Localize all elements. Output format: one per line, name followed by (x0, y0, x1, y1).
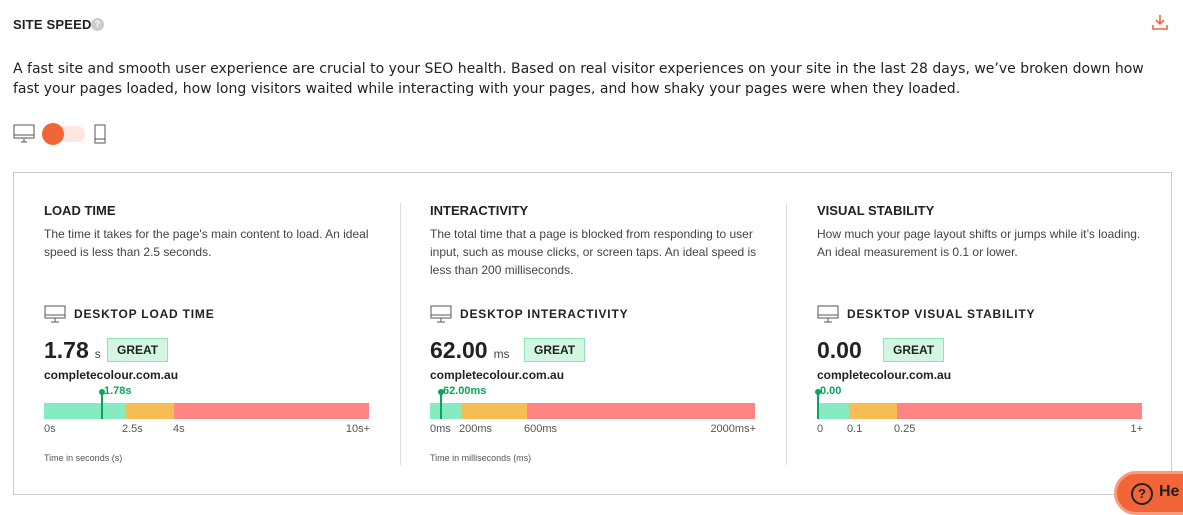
metric-description: The time it takes for the page's main co… (44, 227, 369, 259)
device-toggle (13, 123, 107, 145)
status-badge: GREAT (883, 338, 945, 362)
visual-stability-card: VISUAL STABILITY How much your page layo… (815, 173, 1143, 494)
desktop-icon (430, 305, 452, 323)
metric-value: 0.00 (817, 337, 862, 363)
site-name: completecolour.com.au (817, 368, 952, 382)
site-name: completecolour.com.au (430, 368, 565, 382)
value-marker (815, 389, 821, 419)
load-time-card: LOAD TIME The time it takes for the page… (44, 173, 370, 494)
tick-label: 0 (817, 423, 824, 435)
metric-title: VISUAL STABILITY (817, 203, 935, 218)
desktop-icon[interactable] (13, 124, 35, 144)
tick-label: 0.1 (847, 423, 863, 435)
value-marker (438, 389, 444, 419)
tick-label: 4s (173, 423, 185, 435)
metric-title: INTERACTIVITY (430, 203, 529, 218)
tick-label: 2.5s (122, 423, 143, 435)
range-bar (430, 403, 755, 419)
help-chat-button[interactable]: ? He (1114, 471, 1183, 515)
axis-label: Time in milliseconds (ms) (430, 453, 532, 463)
metric-label: DESKTOP VISUAL STABILITY (847, 307, 1036, 321)
tick-label: 0.25 (894, 423, 916, 435)
tick-label: 10s+ (345, 423, 370, 435)
interactivity-card: INTERACTIVITY The total time that a page… (430, 173, 756, 494)
desktop-icon (817, 305, 839, 323)
range-bar (817, 403, 1142, 419)
metric-description: How much your page layout shifts or jump… (817, 227, 1141, 259)
value-marker (99, 389, 105, 419)
metric-value: 62.00 (430, 337, 488, 363)
tick-label: 0ms (430, 423, 451, 435)
tick-label: 2000ms+ (710, 423, 756, 435)
metric-title: LOAD TIME (44, 203, 116, 218)
metric-label: DESKTOP INTERACTIVITY (460, 307, 629, 321)
metric-label: DESKTOP LOAD TIME (74, 307, 215, 321)
marker-label: 0.00 (820, 385, 842, 397)
tick-label: 600ms (524, 423, 558, 435)
help-icon[interactable]: ? (91, 18, 104, 31)
desktop-icon (44, 305, 66, 323)
range-bar (44, 403, 369, 419)
axis-label: Time in seconds (s) (44, 453, 123, 463)
device-switch[interactable] (42, 123, 85, 145)
marker-label: 1.78s (104, 385, 132, 397)
intro-text: A fast site and smooth user experience a… (13, 61, 1144, 97)
metric-unit: s (94, 347, 101, 361)
help-button-label: He (1159, 483, 1180, 500)
page-title: SITE SPEED (13, 17, 92, 32)
metric-unit: ms (493, 347, 510, 361)
download-icon[interactable] (1151, 13, 1169, 31)
marker-label: 62.00ms (443, 385, 487, 397)
metrics-panel: LOAD TIME The time it takes for the page… (13, 172, 1172, 495)
status-badge: GREAT (107, 338, 169, 362)
metric-value: 1.78 (44, 337, 89, 363)
tick-label: 200ms (459, 423, 493, 435)
status-badge: GREAT (524, 338, 586, 362)
tick-label: 0s (44, 423, 56, 435)
mobile-icon[interactable] (93, 124, 107, 144)
metric-description: The total time that a page is blocked fr… (430, 227, 757, 277)
question-icon: ? (1131, 483, 1153, 505)
site-name: completecolour.com.au (44, 368, 179, 382)
tick-label: 1+ (1130, 423, 1143, 435)
